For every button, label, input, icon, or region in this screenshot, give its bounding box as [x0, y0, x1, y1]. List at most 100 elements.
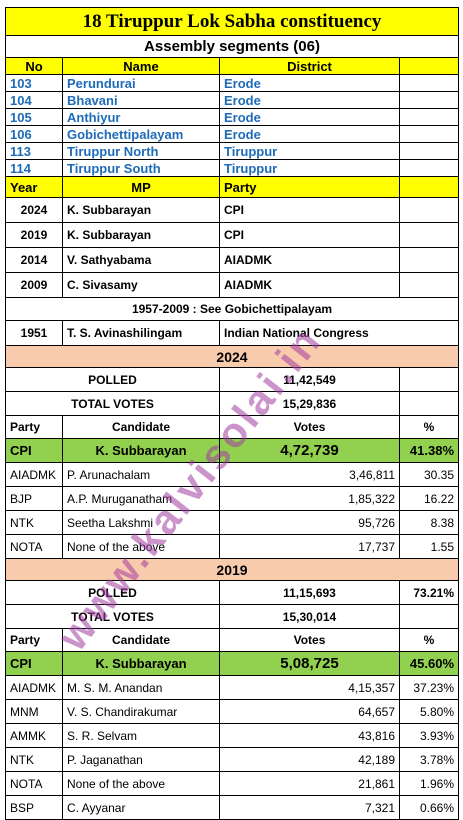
candidate-party: AIADMK	[5, 462, 63, 487]
candidate-row: MNM V. S. Chandirakumar 64,657 5.80%	[5, 699, 460, 724]
candidate-votes: 95,726	[219, 510, 400, 535]
header-candidate: Candidate	[62, 628, 220, 652]
year-band-2024: 2024	[4, 345, 460, 368]
total-votes-row: TOTAL VOTES 15,30,014	[5, 604, 460, 629]
winner-votes: 4,72,739	[219, 438, 400, 463]
candidate-pct: 0.66%	[398, 795, 460, 820]
candidate-party: AMMK	[5, 723, 63, 748]
mp-name: C. Sivasamy	[62, 272, 220, 298]
header-pct: %	[398, 628, 460, 652]
candidate-name: C. Ayyanar	[62, 795, 220, 820]
candidate-party: MNM	[5, 699, 63, 724]
segment-no: 104	[5, 91, 63, 109]
candidate-party: NTK	[5, 510, 63, 535]
mp-name: K. Subbarayan	[62, 197, 220, 223]
mp-header-row: Year MP Party	[5, 176, 460, 198]
candidate-row: NOTA None of the above 17,737 1.55	[5, 534, 460, 559]
header-votes: Votes	[219, 628, 400, 652]
candidate-row: AMMK S. R. Selvam 43,816 3.93%	[5, 723, 460, 748]
mp-header-year: Year	[5, 176, 63, 198]
segment-no: 114	[5, 159, 63, 177]
total-votes-value: 15,29,836	[219, 391, 400, 416]
segment-name: Tiruppur South	[62, 159, 220, 177]
election-year-label: 2024	[4, 345, 460, 368]
segment-district: Erode	[219, 125, 400, 143]
segments-header-row: No Name District	[5, 57, 460, 75]
mp-blank	[398, 247, 460, 273]
total-votes-row: TOTAL VOTES 15,29,836	[5, 391, 460, 416]
winner-votes: 5,08,725	[219, 651, 400, 676]
mp-header-blank	[398, 176, 460, 198]
segment-row: 114 Tiruppur South Tiruppur	[5, 159, 460, 177]
mp-name: V. Sathyabama	[62, 247, 220, 273]
segment-blank	[398, 125, 460, 143]
candidate-row: NTK Seetha Lakshmi 95,726 8.38	[5, 510, 460, 535]
candidate-pct: 5.80%	[398, 699, 460, 724]
mp-header-party: Party	[219, 176, 400, 198]
candidate-row: NOTA None of the above 21,861 1.96%	[5, 771, 460, 796]
candidate-votes: 17,737	[219, 534, 400, 559]
mp-blank	[398, 222, 460, 248]
segment-district: Erode	[219, 74, 400, 92]
mp-blank	[398, 197, 460, 223]
segment-name: Gobichettipalayam	[62, 125, 220, 143]
candidate-pct: 37.23%	[398, 675, 460, 700]
segment-row: 103 Perundurai Erode	[5, 74, 460, 92]
winner-candidate: K. Subbarayan	[62, 438, 220, 463]
candidate-name: None of the above	[62, 771, 220, 796]
total-votes-label: TOTAL VOTES	[5, 604, 220, 629]
polled-pct: 73.21%	[398, 580, 460, 605]
candidate-votes: 21,861	[219, 771, 400, 796]
candidate-party: NOTA	[5, 534, 63, 559]
mp-blank	[398, 272, 460, 298]
polled-label: POLLED	[5, 367, 220, 392]
segments-header-blank	[398, 57, 460, 75]
candidate-votes: 64,657	[219, 699, 400, 724]
winner-row: CPI K. Subbarayan 5,08,725 45.60%	[5, 651, 460, 676]
segments-header-name: Name	[62, 57, 220, 75]
results-sheet: 18 Tiruppur Lok Sabha constituency Assem…	[4, 7, 460, 820]
mp-year: 1951	[5, 320, 63, 346]
segment-row: 113 Tiruppur North Tiruppur	[5, 142, 460, 160]
polled-pct	[398, 367, 460, 392]
candidate-pct: 1.96%	[398, 771, 460, 796]
candidate-pct: 1.55	[398, 534, 460, 559]
candidate-pct: 3.93%	[398, 723, 460, 748]
segment-no: 105	[5, 108, 63, 126]
candidate-row: BJP A.P. Muruganatham 1,85,322 16.22	[5, 486, 460, 511]
candidate-votes: 43,816	[219, 723, 400, 748]
candidate-row: NTK P. Jaganathan 42,189 3.78%	[5, 747, 460, 772]
winner-party: CPI	[5, 651, 63, 676]
candidate-name: P. Arunachalam	[62, 462, 220, 487]
candidate-votes: 4,15,357	[219, 675, 400, 700]
mp-name: T. S. Avinashilingam	[62, 320, 220, 346]
winner-candidate: K. Subbarayan	[62, 651, 220, 676]
total-votes-value: 15,30,014	[219, 604, 400, 629]
header-votes: Votes	[219, 415, 400, 439]
candidate-pct: 3.78%	[398, 747, 460, 772]
candidates-header-row: Party Candidate Votes %	[5, 628, 460, 652]
mp-row: 2019 K. Subbarayan CPI	[5, 222, 460, 248]
candidate-party: BJP	[5, 486, 63, 511]
winner-row: CPI K. Subbarayan 4,72,739 41.38%	[5, 438, 460, 463]
segment-district: Erode	[219, 91, 400, 109]
candidate-name: A.P. Muruganatham	[62, 486, 220, 511]
candidate-row: BSP C. Ayyanar 7,321 0.66%	[5, 795, 460, 820]
mp-party: AIADMK	[219, 247, 400, 273]
election-year-label: 2019	[4, 558, 460, 581]
mp-header-mp: MP	[62, 176, 220, 198]
segment-row: 106 Gobichettipalayam Erode	[5, 125, 460, 143]
candidate-votes: 42,189	[219, 747, 400, 772]
mp-party: Indian National Congress	[218, 320, 460, 346]
header-party: Party	[5, 415, 63, 439]
segment-row: 105 Anthiyur Erode	[5, 108, 460, 126]
candidate-pct: 8.38	[398, 510, 460, 535]
history-note: 1957-2009 : See Gobichettipalayam	[4, 297, 460, 321]
candidate-party: AIADMK	[5, 675, 63, 700]
candidate-row: AIADMK M. S. M. Anandan 4,15,357 37.23%	[5, 675, 460, 700]
segments-header-district: District	[219, 57, 400, 75]
mp-party: CPI	[219, 222, 400, 248]
total-votes-blank	[398, 391, 460, 416]
segment-district: Tiruppur	[219, 159, 400, 177]
segment-name: Tiruppur North	[62, 142, 220, 160]
